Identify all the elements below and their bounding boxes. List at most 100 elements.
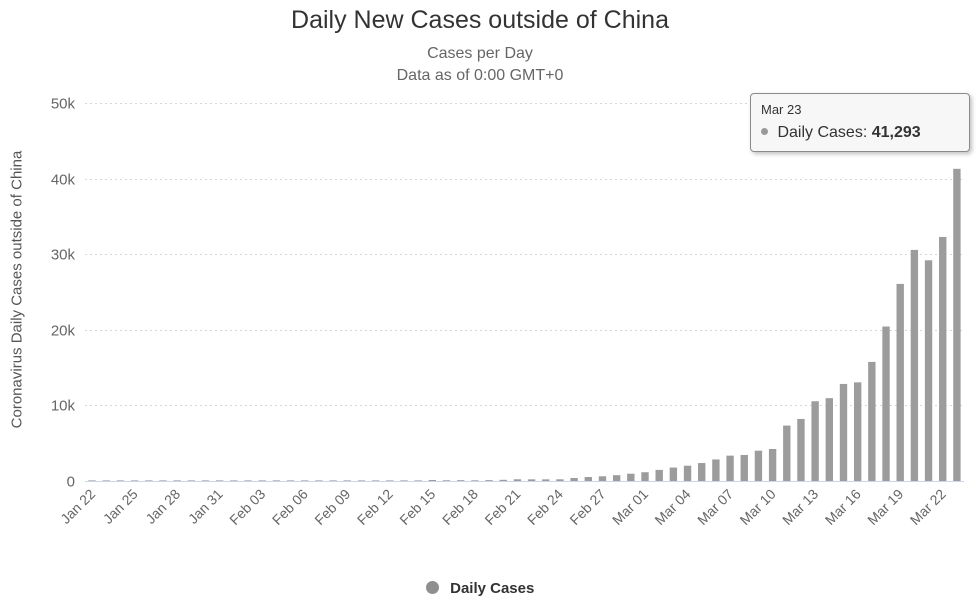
bar-mar-19[interactable] <box>896 283 904 481</box>
x-tick-label: Feb 15 <box>396 486 438 528</box>
bar-mar-11[interactable] <box>783 425 791 481</box>
x-tick-label: Mar 10 <box>737 486 779 528</box>
bar-mar-05[interactable] <box>698 463 706 481</box>
bar-feb-02[interactable] <box>244 480 252 481</box>
tooltip: Mar 23 Daily Cases: 41,293 <box>750 93 970 152</box>
bar-feb-29[interactable] <box>627 473 635 481</box>
chart-subtitle-line2: Data as of 0:00 GMT+0 <box>396 66 564 84</box>
bar-feb-08[interactable] <box>329 480 337 481</box>
bar-mar-16[interactable] <box>853 382 862 481</box>
bar-jan-31[interactable] <box>216 480 224 481</box>
bar-mar-22[interactable] <box>939 236 947 481</box>
bar-jan-26[interactable] <box>145 480 153 481</box>
bar-feb-01[interactable] <box>230 480 238 481</box>
x-tick-label: Mar 07 <box>694 486 736 528</box>
y-tick-label: 50k <box>51 96 76 113</box>
x-tick-label: Feb 21 <box>481 486 523 528</box>
bar-feb-15[interactable] <box>428 480 437 481</box>
x-tick-label: Jan 31 <box>185 486 226 527</box>
bar-mar-06[interactable] <box>712 459 720 481</box>
bar-jan-29[interactable] <box>187 480 196 481</box>
legend-label: Daily Cases <box>450 580 535 597</box>
x-tick-label: Mar 13 <box>779 486 821 528</box>
bar-feb-18[interactable] <box>471 480 479 481</box>
bar-mar-17[interactable] <box>868 361 876 481</box>
bar-jan-25[interactable] <box>130 480 139 481</box>
bar-feb-16[interactable] <box>442 480 451 481</box>
tooltip-series-marker-icon <box>761 128 768 135</box>
chart-title: Daily New Cases outside of China <box>291 6 669 34</box>
bar-feb-19[interactable] <box>485 480 493 481</box>
bar-feb-28[interactable] <box>612 475 621 481</box>
bar-feb-14[interactable] <box>414 480 422 481</box>
bar-feb-11[interactable] <box>371 480 380 481</box>
bar-feb-17[interactable] <box>457 480 465 481</box>
bar-jan-24[interactable] <box>116 480 125 481</box>
x-tick-label: Feb 18 <box>439 486 481 528</box>
bar-mar-10[interactable] <box>768 449 777 481</box>
tooltip-series-label: Daily Cases: <box>777 124 868 141</box>
bar-mar-14[interactable] <box>825 398 833 481</box>
x-tick-label: Mar 04 <box>651 486 693 528</box>
bar-mar-20[interactable] <box>910 249 919 481</box>
x-tick-label: Mar 16 <box>822 486 864 528</box>
bar-mar-15[interactable] <box>839 383 848 481</box>
bar-feb-07[interactable] <box>315 480 323 481</box>
x-tick-label: Feb 09 <box>311 486 353 528</box>
bar-feb-05[interactable] <box>286 480 295 481</box>
bar-mar-03[interactable] <box>669 467 678 481</box>
x-tick-label: Mar 01 <box>609 486 651 528</box>
tooltip-row: Daily Cases: 41,293 <box>761 124 959 142</box>
x-tick-label: Feb 24 <box>524 486 566 528</box>
bar-mar-08[interactable] <box>740 454 748 481</box>
legend-marker-icon <box>425 581 439 594</box>
bar-feb-09[interactable] <box>343 480 351 481</box>
bar-mar-21[interactable] <box>924 260 933 481</box>
bar-feb-26[interactable] <box>584 477 592 481</box>
x-tick-label: Feb 06 <box>269 486 311 528</box>
y-tick-label: 10k <box>51 398 76 415</box>
y-tick-label: 0 <box>67 474 75 491</box>
bar-feb-24[interactable] <box>556 479 564 481</box>
bar-feb-25[interactable] <box>570 478 578 481</box>
bar-jan-27[interactable] <box>159 480 167 481</box>
x-tick-label: Mar 19 <box>864 486 906 528</box>
bar-feb-27[interactable] <box>598 476 607 481</box>
bar-mar-04[interactable] <box>683 465 692 481</box>
bar-mar-13[interactable] <box>811 401 819 481</box>
bar-feb-13[interactable] <box>400 480 408 481</box>
bar-jan-28[interactable] <box>173 480 181 481</box>
bar-feb-12[interactable] <box>386 480 394 481</box>
bar-feb-06[interactable] <box>301 480 309 481</box>
x-tick-label: Feb 12 <box>354 486 396 528</box>
bar-mar-01[interactable] <box>641 472 649 481</box>
bar-feb-03[interactable] <box>258 480 266 481</box>
bar-feb-10[interactable] <box>357 480 366 481</box>
x-tick-label: Jan 22 <box>57 486 98 527</box>
y-tick-label: 30k <box>51 247 76 264</box>
bar-feb-22[interactable] <box>527 479 536 481</box>
bar-feb-23[interactable] <box>542 479 550 481</box>
bar-jan-22[interactable] <box>88 480 96 481</box>
bar-mar-02[interactable] <box>655 469 663 481</box>
x-tick-label: Jan 25 <box>100 486 141 527</box>
x-tick-label: Mar 22 <box>907 486 949 528</box>
bar-jan-23[interactable] <box>102 480 110 481</box>
x-tick-label: Feb 03 <box>226 486 268 528</box>
legend-item-daily-cases[interactable]: Daily Cases <box>0 580 960 598</box>
bar-feb-21[interactable] <box>513 479 522 481</box>
bar-mar-12[interactable] <box>797 418 805 481</box>
y-tick-label: 40k <box>51 172 76 189</box>
chart-subtitle: Cases per Day Data as of 0:00 GMT+0 <box>0 43 960 86</box>
bar-jan-30[interactable] <box>201 480 210 481</box>
tooltip-date: Mar 23 <box>761 102 802 117</box>
bar-mar-09[interactable] <box>754 450 763 481</box>
bar-mar-18[interactable] <box>882 326 890 481</box>
bar-mar-07[interactable] <box>726 455 734 481</box>
y-tick-label: 20k <box>51 323 76 340</box>
bar-feb-20[interactable] <box>499 479 507 481</box>
bar-feb-04[interactable] <box>272 480 281 481</box>
bar-mar-23[interactable] <box>953 168 961 481</box>
